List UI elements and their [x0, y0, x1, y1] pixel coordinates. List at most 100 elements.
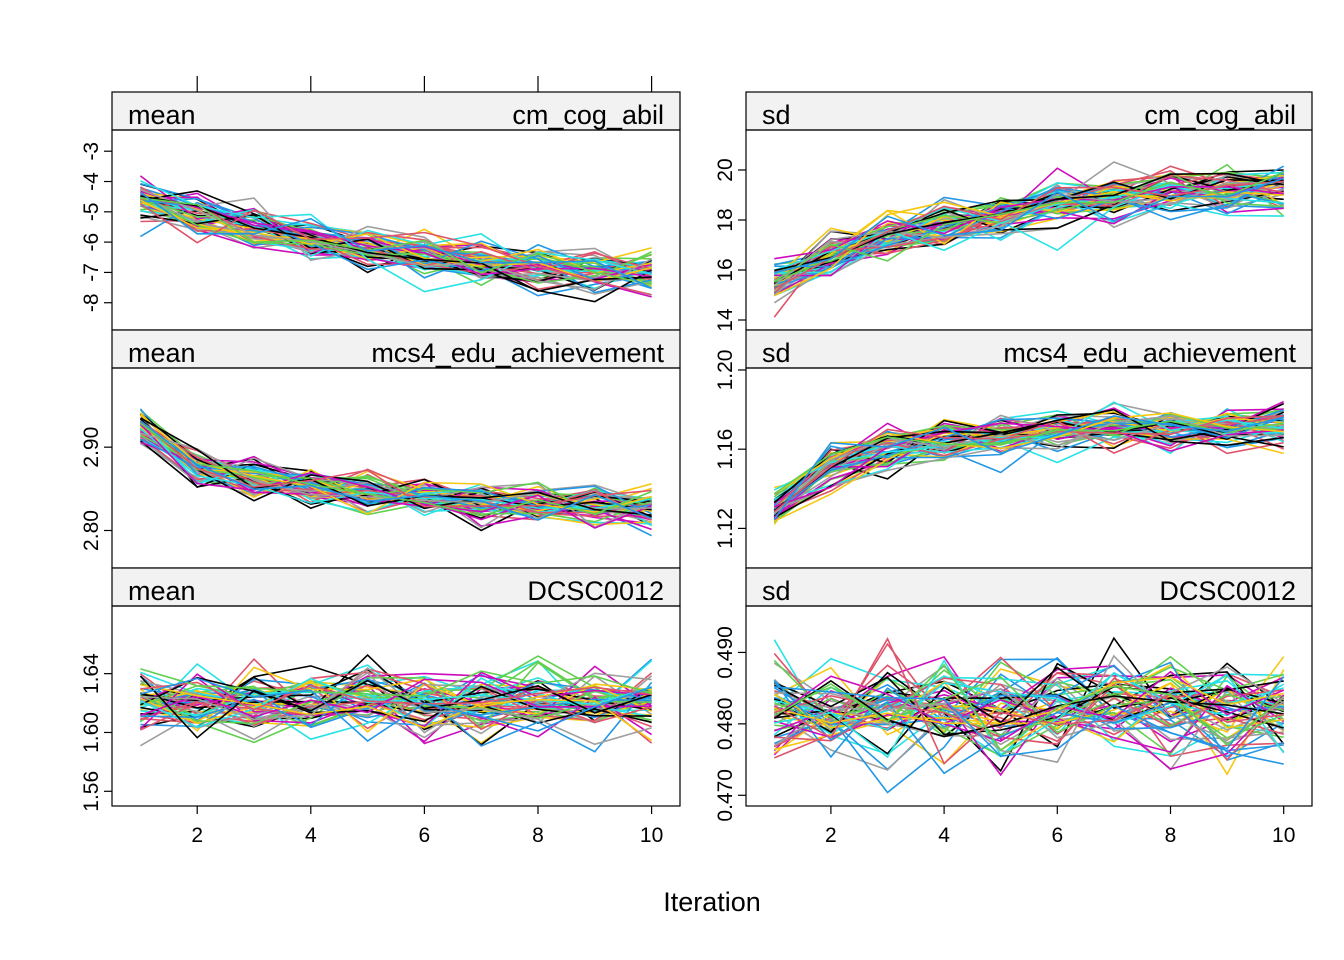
chain-line [140, 689, 652, 725]
x-tick-label: 4 [305, 824, 317, 847]
panel-sd-mcs4-edu-achievement: sd mcs4_edu_achievement 1.12 1.16 1.20 [714, 329, 1313, 569]
strip-stat-label: sd [762, 576, 791, 606]
chain-line [773, 670, 1285, 742]
y-tick-label: 1.12 [714, 508, 737, 549]
chain-line [140, 180, 652, 293]
chain-line [140, 678, 652, 718]
strip-variable-label: cm_cog_abil [512, 100, 664, 130]
chain-line [773, 679, 1284, 738]
y-tick-label: 1.20 [714, 350, 737, 391]
chain-line [774, 676, 1285, 758]
x-tick-label: 8 [532, 824, 544, 847]
y-tick-label: 0.490 [714, 626, 737, 679]
chain-line [773, 171, 1285, 283]
panel-mean-dcsc0012: mean DCSC0012 1.56 1.60 1.64 2 4 6 8 10 [80, 567, 681, 847]
y-tick-label: 18 [714, 208, 737, 231]
x-tick-label: 8 [1165, 824, 1177, 847]
chain-line [774, 659, 1285, 759]
chain-line [140, 666, 652, 746]
strip-stat-label: mean [128, 338, 196, 368]
y-tick-label: -3 [80, 142, 103, 161]
strip-stat-label: sd [762, 338, 791, 368]
chain-line [773, 408, 1284, 512]
x-axis-title: Iteration [663, 887, 761, 917]
chain-line [139, 661, 652, 744]
y-tick-label: -6 [80, 233, 103, 252]
panel-mean-cm-cog-abil: mean cm_cog_abil -8 -7 -6 -5 -4 -3 [80, 76, 681, 331]
y-tick-label: -8 [80, 293, 103, 312]
strip-variable-label: cm_cog_abil [1144, 100, 1296, 130]
strip-stat-label: sd [762, 100, 791, 130]
y-tick-label: 2.80 [80, 510, 103, 551]
x-tick-label: 2 [191, 824, 203, 847]
chain-line [774, 676, 1284, 725]
chain-line [140, 195, 652, 283]
chain-line [140, 430, 652, 521]
strip-background [111, 329, 681, 369]
strip-background [745, 91, 1313, 131]
strip-background [111, 91, 681, 131]
strip-variable-label: mcs4_edu_achievement [371, 338, 664, 368]
chain-line [773, 415, 1284, 520]
strip-background [745, 567, 1313, 607]
chain-line [139, 203, 652, 296]
chain-line [140, 681, 652, 711]
y-tick-label: -7 [80, 263, 103, 282]
strip-variable-label: mcs4_edu_achievement [1003, 338, 1296, 368]
x-tick-label: 2 [825, 824, 837, 847]
chain-line [773, 654, 1285, 764]
chain-line [774, 694, 1285, 777]
y-tick-label: 0.480 [714, 698, 737, 751]
chain-line [774, 677, 1285, 761]
panel-sd-cm-cog-abil: sd cm_cog_abil 14 16 18 20 [714, 91, 1313, 332]
chain-line [774, 174, 1284, 281]
chain-line [139, 423, 652, 529]
chain-line [773, 181, 1284, 286]
chain-line [774, 689, 1284, 736]
chain-line [140, 199, 652, 294]
chain-line [773, 402, 1285, 519]
chain-line [140, 676, 652, 723]
x-tick-label: 10 [640, 824, 663, 847]
strip-stat-label: mean [128, 100, 196, 130]
trace-lines [139, 408, 653, 537]
y-tick-label: 16 [714, 258, 737, 281]
trace-lines [139, 175, 652, 303]
y-tick-label: 1.56 [80, 771, 103, 812]
chain-line [140, 209, 652, 282]
trace-lines [773, 400, 1285, 525]
chain-line [774, 687, 1284, 730]
x-tick-label: 6 [419, 824, 431, 847]
chain-line [139, 191, 652, 289]
x-tick-label: 6 [1051, 824, 1063, 847]
y-tick-label: 1.60 [80, 712, 103, 753]
chain-line [139, 422, 652, 516]
panel-sd-dcsc0012: sd DCSC0012 0.470 0.480 0.490 2 4 6 8 10 [714, 567, 1313, 847]
chain-line [773, 637, 1284, 765]
chain-line [140, 195, 652, 293]
chain-line [140, 677, 652, 728]
chain-line [139, 420, 652, 521]
y-tick-label: 20 [714, 158, 737, 181]
chain-line [773, 413, 1284, 514]
chain-line [140, 190, 652, 278]
y-tick-label: -4 [80, 172, 103, 191]
x-tick-label: 4 [938, 824, 950, 847]
panel-mean-mcs4-edu-achievement: mean mcs4_edu_achievement 2.80 2.90 [80, 329, 681, 569]
trace-lines [773, 161, 1285, 318]
chain-line [140, 683, 653, 742]
chain-line [140, 197, 652, 286]
strip-background [111, 567, 681, 607]
chain-line [774, 656, 1284, 715]
chain-line [773, 416, 1284, 513]
chain-line [140, 677, 652, 743]
chain-line [773, 663, 1285, 752]
strip-variable-label: DCSC0012 [1159, 576, 1296, 606]
chain-line [774, 172, 1284, 272]
y-tick-label: 14 [714, 308, 737, 332]
chain-line [773, 416, 1284, 522]
y-tick-label: 2.90 [80, 427, 103, 468]
plot-area [111, 605, 681, 807]
plot-area [745, 129, 1313, 331]
